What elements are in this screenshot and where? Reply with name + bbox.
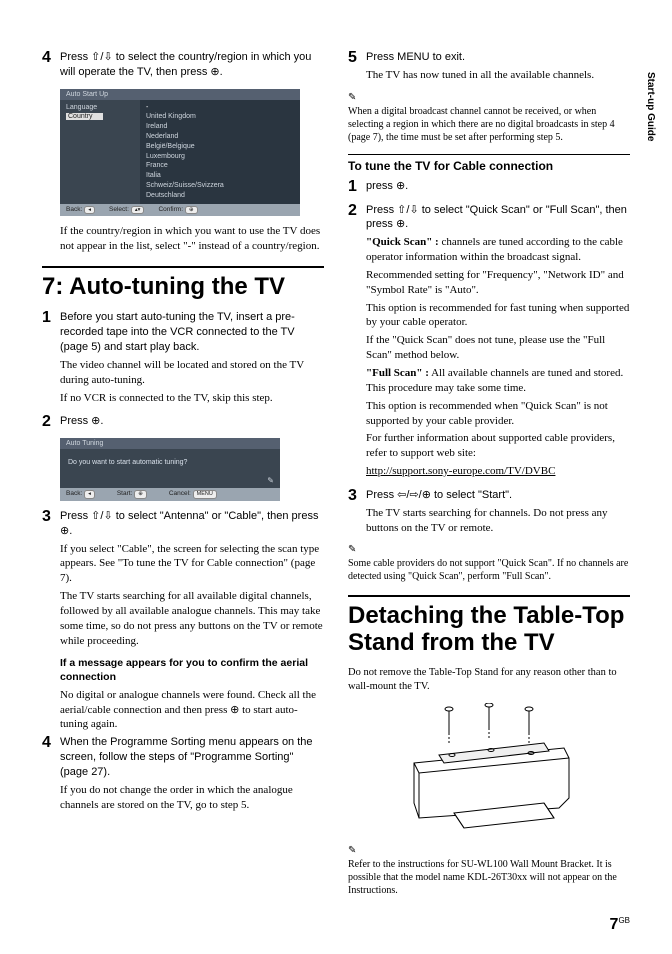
step-num: 5 (348, 50, 366, 86)
step-lead: Press ⇧/⇩ to select "Quick Scan" or "Ful… (366, 203, 630, 233)
note-text: When a digital broadcast channel cannot … (348, 105, 630, 144)
step-text: If no VCR is connected to the TV, skip t… (60, 391, 324, 406)
step-lead: Press ⊕. (60, 414, 324, 429)
country-screenshot: Auto Start Up Language Country - United … (60, 89, 300, 217)
stand-diagram (348, 703, 630, 843)
step-4: 4 Press ⇧/⇩ to select the country/region… (42, 50, 324, 83)
step-lead: Press MENU to exit. (366, 50, 630, 65)
step-lead: Press ⇧/⇩ to select "Antenna" or "Cable"… (60, 509, 324, 539)
cable-step-1: 1 press ⊕. (348, 179, 630, 197)
aerial-subhead: If a message appears for you to confirm … (60, 657, 324, 684)
note-icon: ✎ (348, 92, 630, 103)
cable-step-3: 3 Press ⇦/⇨/⊕ to select "Start". The TV … (348, 488, 630, 539)
step-text: This option is recommended when "Quick S… (366, 399, 630, 429)
country-opt: Luxembourg (146, 152, 294, 162)
step-num: 3 (348, 488, 366, 539)
note-text: Some cable providers do not support "Qui… (348, 557, 630, 583)
step-text: The TV starts searching for channels. Do… (366, 506, 630, 536)
step-num: 3 (42, 509, 60, 652)
page-footer: 7GB (610, 916, 630, 934)
row-language: Language (66, 104, 134, 111)
step-num: 4 (42, 735, 60, 815)
step-text: No digital or analogue channels were fou… (60, 688, 324, 733)
step-text: This option is recommended for fast tuni… (366, 301, 630, 331)
step-num: 2 (348, 203, 366, 482)
tuning-screenshot: Auto Tuning Do you want to start automat… (60, 438, 280, 501)
heading-cable: To tune the TV for Cable connection (348, 154, 630, 173)
step-text: The video channel will be located and st… (60, 358, 324, 388)
screenshot-title: Auto Tuning (60, 438, 280, 449)
row-country: Country (66, 113, 103, 120)
page-columns: 4 Press ⇧/⇩ to select the country/region… (42, 50, 630, 905)
step-text: If you do not change the order in which … (60, 783, 324, 813)
country-opt: Italia (146, 171, 294, 181)
step-num: 4 (42, 50, 60, 83)
footer-cancel: Cancel: MENU (169, 490, 217, 499)
screenshot-left-panel: Language Country (60, 100, 140, 204)
step-text: The TV has now tuned in all the availabl… (366, 68, 630, 83)
note-icon: ✎ (267, 476, 274, 485)
right-column: 5 Press MENU to exit. The TV has now tun… (348, 50, 630, 905)
support-url[interactable]: http://support.sony-europe.com/TV/DVBC (366, 464, 630, 479)
note-text: Refer to the instructions for SU-WL100 W… (348, 858, 630, 897)
detach-lead: Do not remove the Table-Top Stand for an… (348, 666, 630, 694)
side-tab: Start-up Guide (645, 72, 656, 141)
country-opt: Nederland (146, 132, 294, 142)
country-opt: België/Belgique (146, 142, 294, 152)
note-icon: ✎ (348, 544, 630, 555)
step-5: 5 Press MENU to exit. The TV has now tun… (348, 50, 630, 86)
quick-scan-text: "Quick Scan" : channels are tuned accord… (366, 235, 630, 265)
after-screenshot-text: If the country/region in which you want … (60, 224, 324, 254)
footer-back: Back: ◂ (66, 206, 95, 215)
footer-confirm: Confirm: ⊕ (158, 206, 197, 215)
footer-start: Start: ⊕ (117, 490, 147, 499)
step-lead: Before you start auto-tuning the TV, ins… (60, 310, 324, 355)
screenshot-right-panel: - United Kingdom Ireland Nederland Belgi… (140, 100, 300, 204)
step-lead: Press ⇦/⇨/⊕ to select "Start". (366, 488, 630, 503)
step-text: The TV starts searching for all availabl… (60, 589, 324, 648)
step-num: 1 (348, 179, 366, 197)
step-3: 3 Press ⇧/⇩ to select "Antenna" or "Cabl… (42, 509, 324, 652)
step-lead: press ⊕. (366, 179, 630, 194)
heading-detaching: Detaching the Table-Top Stand from the T… (348, 595, 630, 656)
step-1: 1 Before you start auto-tuning the TV, i… (42, 310, 324, 408)
full-scan-text: "Full Scan" : All available channels are… (366, 366, 630, 396)
footer-back: Back: ◂ (66, 490, 95, 499)
step-num: 1 (42, 310, 60, 408)
country-opt: Schweiz/Suisse/Svizzera (146, 181, 294, 191)
country-opt: United Kingdom (146, 112, 294, 122)
screenshot-footer: Back: ◂ Select: ▴▾ Confirm: ⊕ (60, 204, 300, 217)
screenshot-footer: Back: ◂ Start: ⊕ Cancel: MENU (60, 488, 280, 501)
step-text: For further information about supported … (366, 431, 630, 461)
country-opt: Deutschland (146, 191, 294, 201)
step-lead: Press ⇧/⇩ to select the country/region i… (60, 50, 324, 80)
page-region: GB (618, 916, 630, 925)
left-column: 4 Press ⇧/⇩ to select the country/region… (42, 50, 324, 905)
cable-step-2: 2 Press ⇧/⇩ to select "Quick Scan" or "F… (348, 203, 630, 482)
step-num: 2 (42, 414, 60, 432)
step-text: If the "Quick Scan" does not tune, pleas… (366, 333, 630, 363)
step-2: 2 Press ⊕. (42, 414, 324, 432)
step-text: Recommended setting for "Frequency", "Ne… (366, 268, 630, 298)
step-lead: When the Programme Sorting menu appears … (60, 735, 324, 780)
note-icon: ✎ (348, 845, 630, 856)
step-4b: 4 When the Programme Sorting menu appear… (42, 735, 324, 815)
heading-auto-tuning: 7: Auto-tuning the TV (42, 266, 324, 300)
country-opt: Ireland (146, 122, 294, 132)
country-opt: - (146, 103, 294, 113)
screenshot-body: Do you want to start automatic tuning? (68, 459, 272, 466)
screenshot-title: Auto Start Up (60, 89, 300, 100)
step-text: If you select "Cable", the screen for se… (60, 542, 324, 587)
country-opt: France (146, 161, 294, 171)
footer-select: Select: ▴▾ (109, 206, 144, 215)
